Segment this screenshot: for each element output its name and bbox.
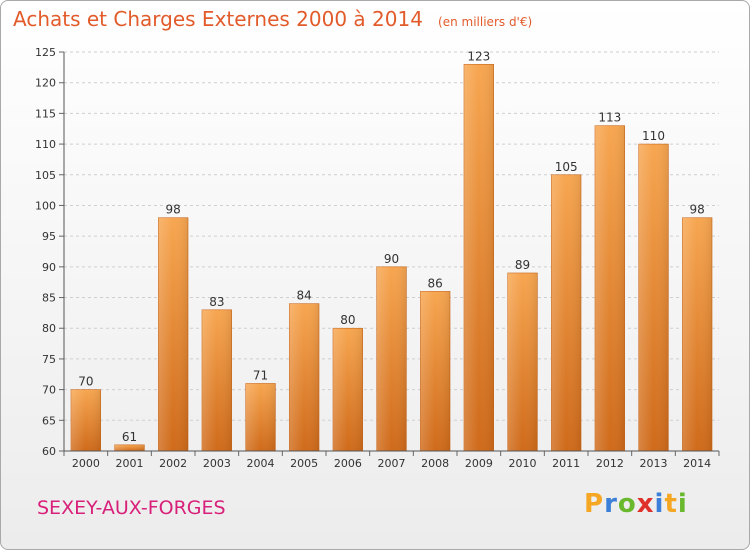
y-tick-label: 65 — [42, 414, 56, 427]
data-label: 90 — [384, 252, 399, 266]
x-tick-label: 2007 — [378, 457, 406, 470]
data-label: 110 — [642, 129, 665, 143]
bar-shine — [245, 383, 276, 451]
logo-letter: i — [677, 489, 688, 519]
logo-letter: o — [617, 489, 637, 519]
data-label: 83 — [209, 295, 224, 309]
x-tick-label: 2002 — [159, 457, 187, 470]
data-label: 98 — [166, 203, 181, 217]
data-label: 113 — [598, 111, 621, 125]
bar-shine — [463, 64, 494, 452]
y-tick-label: 75 — [42, 353, 56, 366]
x-tick-label: 2010 — [509, 457, 537, 470]
x-tick-label: 2014 — [683, 457, 711, 470]
x-tick-label: 2004 — [247, 457, 275, 470]
axes: 60 65 70 75 80 85 90 95 100 105 110 115 120 125 2000 20… — [35, 46, 720, 470]
y-tick-label: 85 — [42, 292, 56, 305]
data-label: 80 — [340, 313, 355, 327]
bars: 70 61 98 83 71 84 80 90 86 123 89 105 113 110 98 — [70, 49, 713, 452]
x-tick-label: 2001 — [116, 457, 144, 470]
x-tick-label: 2008 — [421, 457, 449, 470]
bar-shine — [682, 217, 713, 451]
bar-shine — [594, 125, 625, 452]
proxiti-logo: Proxiti — [584, 489, 688, 519]
data-label: 71 — [253, 368, 268, 382]
y-tick-label: 100 — [35, 199, 56, 212]
bar-shine — [420, 291, 451, 451]
logo-letter: P — [584, 489, 605, 519]
y-tick-label: 80 — [42, 322, 56, 335]
bar-shine — [376, 266, 407, 451]
y-tick-label: 110 — [35, 138, 56, 151]
x-tick-label: 2012 — [596, 457, 624, 470]
data-label: 86 — [428, 276, 443, 290]
commune-name: SEXEY-AUX-FORGES — [37, 497, 226, 519]
y-tick-label: 95 — [42, 230, 56, 243]
logo-letter: x — [636, 489, 655, 519]
bar-shine — [507, 272, 538, 451]
data-label: 105 — [555, 160, 578, 174]
x-tick-label: 2011 — [552, 457, 580, 470]
x-tick-label: 2013 — [640, 457, 668, 470]
logo-letter: t — [664, 489, 678, 519]
data-label: 123 — [467, 49, 490, 63]
logo-letter: r — [604, 489, 618, 519]
bar-shine — [70, 389, 101, 451]
bar-shine — [551, 174, 582, 451]
x-tick-label: 2000 — [72, 457, 100, 470]
data-label: 70 — [78, 375, 93, 389]
data-label: 89 — [515, 258, 530, 272]
y-tick-label: 115 — [35, 107, 56, 120]
logo-letter: i — [654, 489, 665, 519]
bar-shine — [332, 328, 363, 451]
x-tick-label: 2006 — [334, 457, 362, 470]
title-main: Achats et Charges Externes 2000 à 2014 — [13, 7, 423, 31]
x-tick-label: 2005 — [290, 457, 318, 470]
data-label: 84 — [297, 289, 312, 303]
x-tick-label: 2009 — [465, 457, 493, 470]
data-label: 61 — [122, 430, 137, 444]
bar-shine — [289, 303, 320, 451]
bar-shine — [114, 444, 145, 451]
bar-shine — [201, 309, 232, 451]
x-tick-label: 2003 — [203, 457, 231, 470]
y-tick-label: 70 — [42, 384, 56, 397]
title-unit: (en milliers d'€) — [438, 15, 533, 29]
bar-shine — [158, 217, 189, 451]
y-tick-label: 90 — [42, 261, 56, 274]
y-tick-label: 60 — [42, 445, 56, 458]
data-label: 98 — [690, 203, 705, 217]
y-tick-label: 120 — [35, 77, 56, 90]
y-tick-label: 125 — [35, 46, 56, 59]
bar-shine — [638, 144, 669, 452]
chart-title: Achats et Charges Externes 2000 à 2014 (… — [13, 7, 532, 31]
y-tick-label: 105 — [35, 169, 56, 182]
